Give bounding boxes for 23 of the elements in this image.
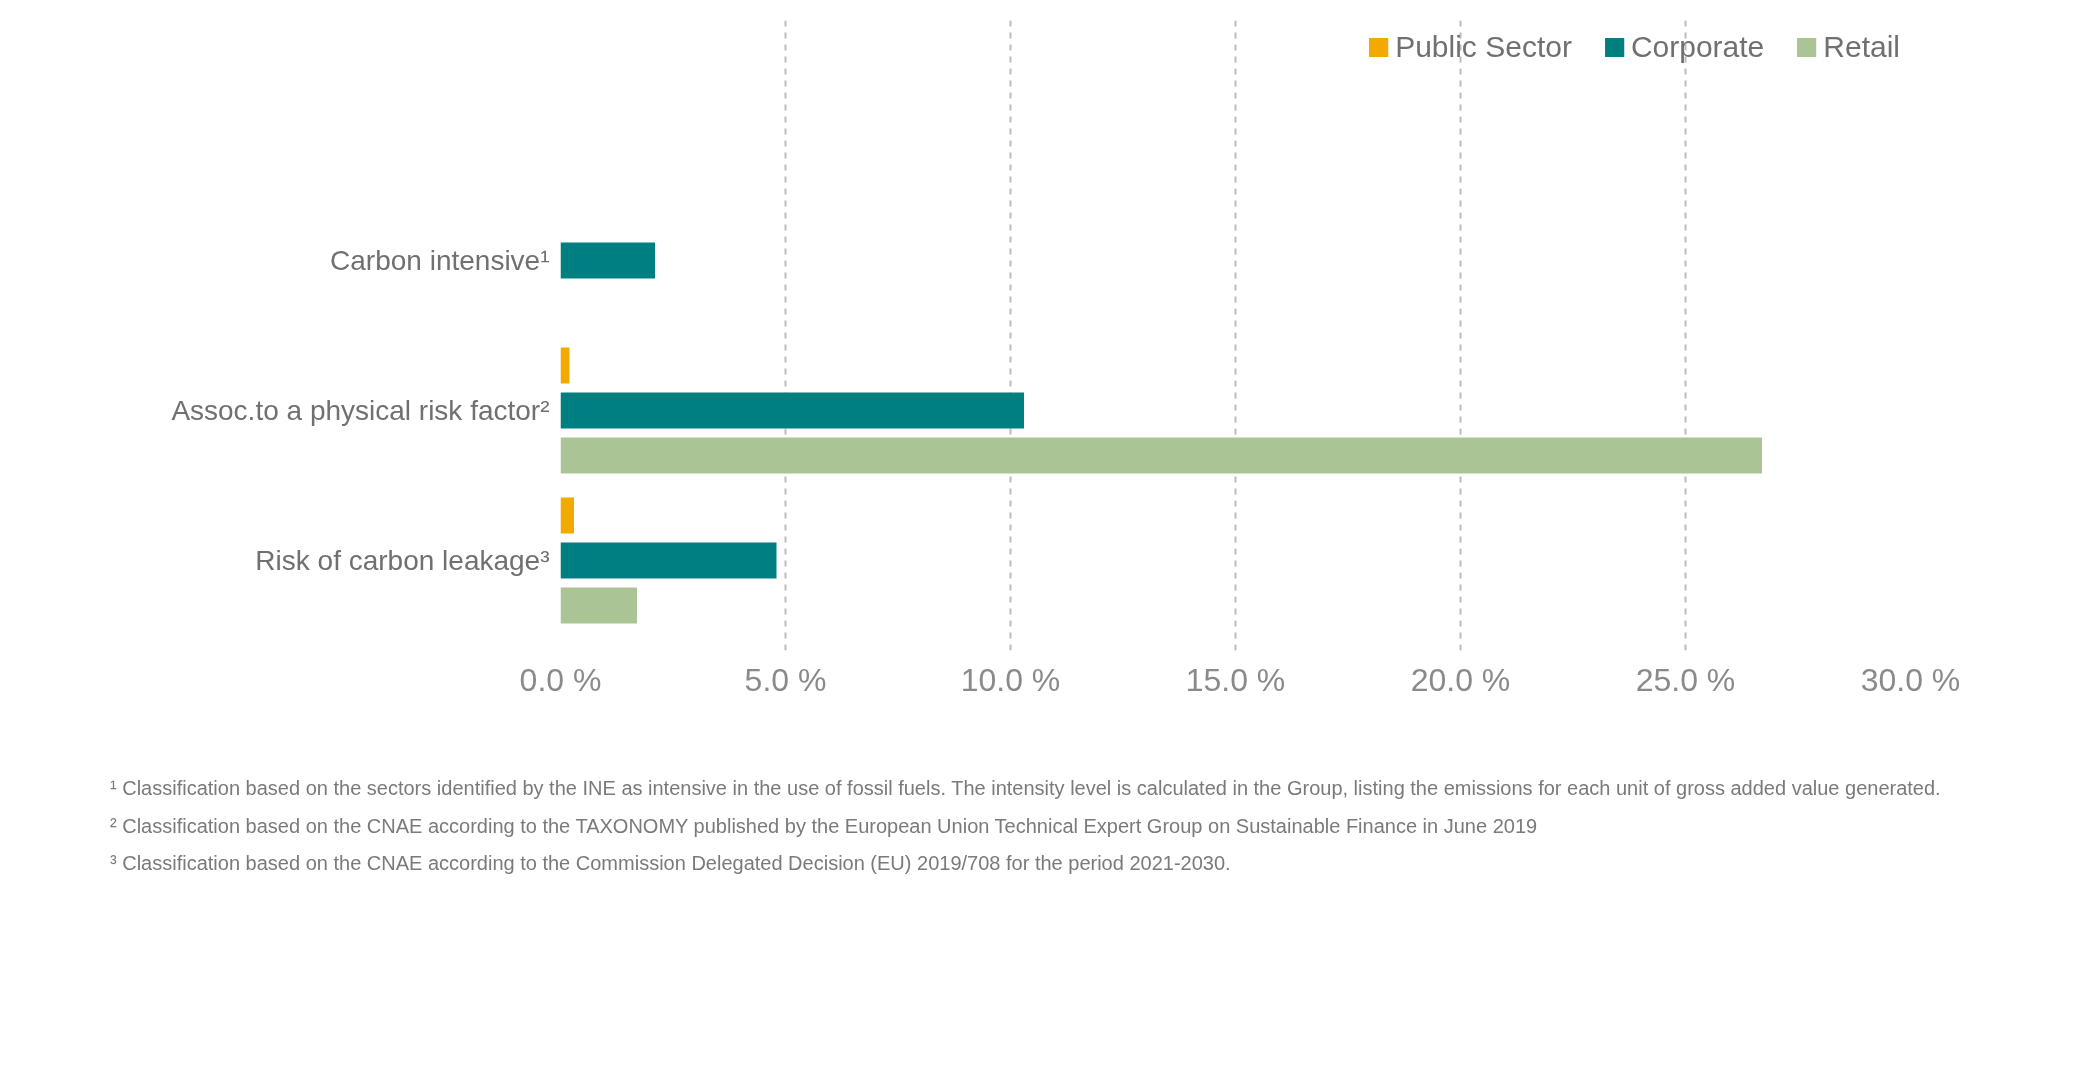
y-tick-label: Carbon intensive¹ xyxy=(330,245,550,276)
text: ¹ Classification based on the sectors identified by the INE as intensive in the use of fossil fuels. The intensity level is calculated in the Group, listing the emissions for each unit of gross added value generated. xyxy=(110,776,1941,801)
bar xyxy=(560,437,1762,474)
x-tick-label: 0.0 % xyxy=(519,661,602,698)
x-tick-label: 30.0 % xyxy=(1860,661,1961,698)
x-tick-label: 10.0 % xyxy=(960,661,1061,698)
text: ³ Classification based on the CNAE according to the Commission Delegated Decision (EU) 2019/708 for the period 2021-2030. xyxy=(110,851,1231,877)
x-tick-label: 5.0 % xyxy=(744,661,827,698)
y-tick-label: Risk of carbon leakage³ xyxy=(255,545,550,576)
bar xyxy=(560,542,777,579)
bar xyxy=(560,392,1024,429)
legend-label: Public Sector xyxy=(1395,30,1572,64)
x-tick-label: 20.0 % xyxy=(1410,661,1511,698)
y-tick-label: Assoc.to a physical risk factor² xyxy=(171,395,550,426)
text: ² Classification based on the CNAE according to the TAXONOMY published by the European Union Technical Expert Group on Sustainable Finance in June 2019 xyxy=(110,813,1538,839)
x-tick-label: 15.0 % xyxy=(1185,661,1286,698)
bar xyxy=(560,587,637,624)
bar xyxy=(560,347,570,384)
bar xyxy=(560,242,655,279)
legend-label: Retail xyxy=(1823,30,1900,64)
legend-label: Corporate xyxy=(1630,30,1765,64)
x-tick-label: 25.0 % xyxy=(1635,661,1736,698)
bar xyxy=(560,497,574,534)
